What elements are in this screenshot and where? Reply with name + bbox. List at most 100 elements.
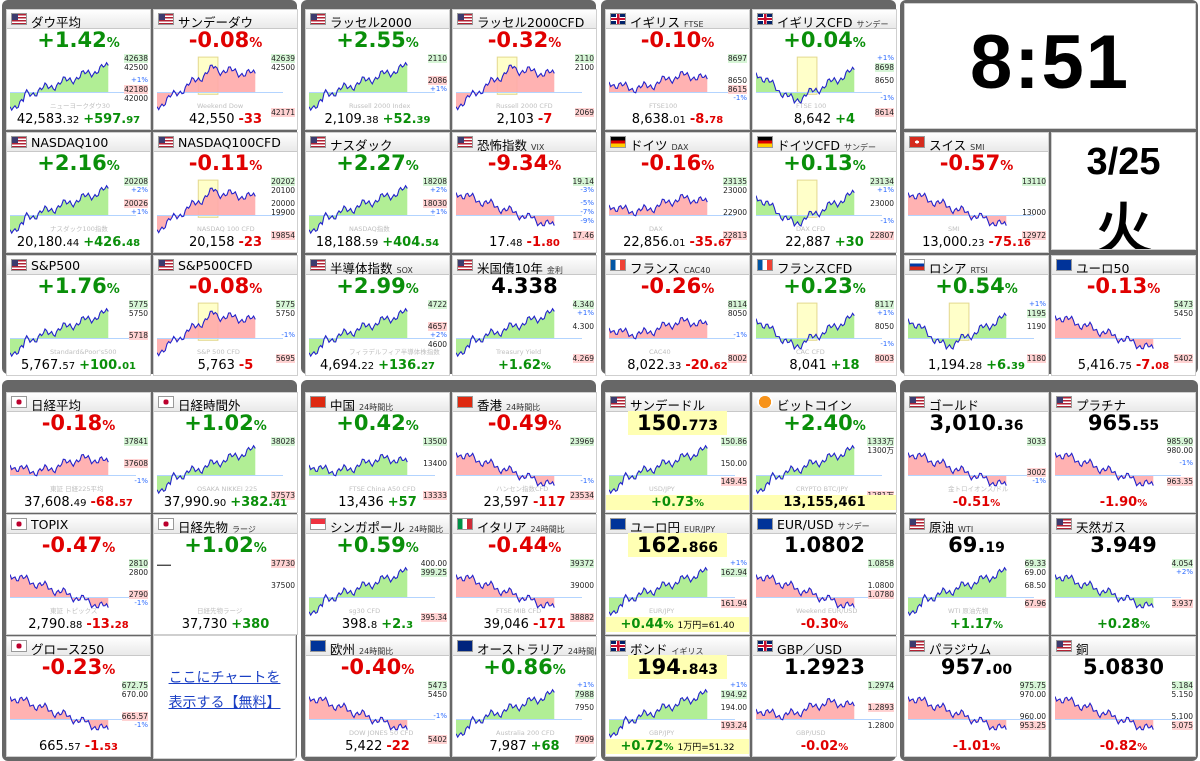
y-axis-label: 19.14 (572, 177, 594, 186)
tile-ロシア[interactable]: ロシア RTSI +0.54% +1% 1195 1190 1180 1,194.28 +6.3… (904, 255, 1049, 376)
y-axis-label: 194.92 (720, 690, 747, 699)
tile-パラジウム[interactable]: パラジウム 957.00 975.75 970.00 960.00 953.25 -1.01… (904, 636, 1049, 757)
tile-subtitle: イギリス (671, 647, 704, 656)
price-area (309, 62, 408, 111)
y-axis-label: 1.0800 (867, 581, 894, 590)
percent-unit: % (540, 361, 551, 372)
tile-スイス[interactable]: スイス SMI -0.57% SMI 13110 13000 12972 13,000.23-… (904, 132, 1049, 253)
flag-icon-jp (158, 396, 174, 408)
tile-フランス[interactable]: フランス CAC40 -0.26% CAC40 8114 8050 -1% 8002 8,022… (605, 255, 750, 376)
tile-半導体指数[interactable]: 半導体指数 SOX +2.99% フィラデルフィア半導体株指数 4722 4657 +2% 4… (305, 255, 450, 376)
tile-ゴールド[interactable]: ゴールド 3,010.36 金トロイオンス/ドル 3033 3002 -1% -0.51% (904, 392, 1049, 513)
percent-unit: % (701, 36, 715, 51)
price-integer: 665. (39, 739, 68, 754)
tile-イギリスCFD[interactable]: イギリスCFD サンデー +0.04% FTSE 100 +1% 8698 8650 -1% 8… (752, 9, 897, 130)
tile-サンデーダウ[interactable]: サンデーダウ -0.08% Weekend Dow 42639 42500 42171 42… (153, 9, 298, 130)
tile-ナスダック[interactable]: ナスダック +2.27% NASDAQ指数 18208 +2% 18030 +1% 18,18… (305, 132, 450, 253)
tile-subtitle: ラージ (232, 525, 256, 534)
y-axis-label: +1% (730, 681, 747, 689)
tile-TOPIX[interactable]: TOPIX -0.47% 東証 トピックス 2810 2800 2790 -1% 2,790.… (6, 514, 151, 635)
y-axis-label: +1% (877, 54, 894, 62)
tile-ドイツCFD[interactable]: ドイツCFD サンデー +0.13% DAX CFD 23134 +1% 23000 -1% 2… (752, 132, 897, 253)
chart-watermark: DOW JONES 50 CFD (349, 729, 414, 737)
y-axis-label: -1% (281, 331, 295, 339)
flag-icon-us (457, 259, 473, 271)
tile-S&P500CFD[interactable]: S&P500CFD -0.08% S&P 500 CFD 5775 5750 -1% 569… (153, 255, 298, 376)
tile-ラッセル2000[interactable]: ラッセル2000 +2.55% Russell 2000 Index 2110 2086… (305, 9, 450, 130)
tile-オーストラリア[interactable]: オーストラリア24時間比+0.86%Australia 200 CFD+1%79… (452, 636, 597, 757)
tile-name: NASDAQ100CFD (178, 135, 281, 150)
price-integer: 17. (489, 235, 510, 250)
chart-area: FTSE China A50 CFD (309, 437, 435, 499)
y-axis-low: 1180 (1026, 354, 1046, 363)
tile-name: ユーロ50 (1076, 261, 1130, 275)
tile-イギリス[interactable]: イギリス FTSE -0.10% FTSE100 8697 8650 8615 -1% 8,63… (605, 9, 750, 130)
tile-日経先物[interactable]: 日経先物 ラージ +1.02% 日経先物ラージ 37730 37500 37,730 +380 (153, 514, 298, 635)
percent-unit: % (548, 541, 562, 556)
chart-area: CRYPTO BTC/JPY (756, 437, 882, 499)
price-line (1055, 696, 1154, 731)
price-chart (309, 453, 435, 477)
tile-シンガポール[interactable]: シンガポール 24時間比 +0.59% sg30 CFD 400.00 399.25 395… (305, 514, 450, 635)
tile-ダウ平均[interactable]: ダウ平均 +1.42% ニューヨークダウ30 42638 42500 +1% 42180 42… (6, 9, 151, 130)
tile-EUR/USD[interactable]: EUR/USD サンデー 1.0802 Weekend EUR/USD 1.0858 1.… (752, 514, 897, 635)
y-axis-label: 22900 (723, 208, 747, 217)
tile-S&P500[interactable]: S&P500 +1.76% Standard&Poor's500 5775 5750 57… (6, 255, 151, 376)
chart-area: FTSE 100 (756, 54, 882, 116)
promo-line1[interactable]: ここにチャートを (168, 670, 281, 686)
diff-decimals: 39 (1011, 361, 1025, 372)
tile-フランスCFD[interactable]: フランスCFD +0.23% CAC CFD 8117 +1% 8050 -1% 8003 8,… (752, 255, 897, 376)
y-axis-label: 7950 (574, 703, 594, 712)
chart-watermark: GBP/JPY (649, 729, 675, 737)
chart-area (908, 300, 1034, 362)
tile-欧州[interactable]: 欧州 24時間比 -0.40% DOW JONES 50 CFD 5473 5450 -1%… (305, 636, 450, 757)
chart-area (1055, 681, 1181, 743)
tile-ビットコイン[interactable]: ビットコイン+2.40%CRYPTO BTC/JPY1333万1300万1281… (752, 392, 897, 513)
tile-恐怖指数[interactable]: 恐怖指数 VIX -9.34% 19.14 -3% -5% -7% -9% 17.46 17.48… (452, 132, 597, 253)
tile-銅[interactable]: 銅 5.0830 5.184 5.150 5.100 5.075 -0.82% (1051, 636, 1196, 757)
promo-line2[interactable]: 表示する【無料】 (168, 695, 281, 711)
price-decimals: 843 (688, 662, 719, 678)
y-axis-label: 672.75 (121, 681, 148, 690)
tile-天然ガス[interactable]: 天然ガス 3.949 4.054 +2% 3.937 +0.28% (1051, 514, 1196, 635)
chart-watermark: NASDAQ 100 CFD (197, 225, 255, 233)
tile-ドイツ[interactable]: ドイツ DAX -0.16% DAX 23135 23000 22900 22813 22,85… (605, 132, 750, 253)
price-line (1055, 315, 1154, 350)
tile-プラチナ[interactable]: プラチナ 965.55 985.90 980.00 -1% 963.35 -1.90% (1051, 392, 1196, 513)
change-percent: -0.08% (188, 274, 263, 298)
tile-グロース250[interactable]: グロース250 -0.23% 672.75 670.00 665.57 -1% 665.57… (6, 636, 151, 757)
tile-NASDAQ100CFD[interactable]: NASDAQ100CFD -0.11% NASDAQ 100 CFD 20202 201… (153, 132, 298, 253)
tile-ラッセル2000CFD[interactable]: ラッセル2000CFD -0.32% Russell 2000 CFD 2110 210… (452, 9, 597, 130)
tile-日経平均[interactable]: 日経平均 -0.18% 東証 日経225平均 37841 37608 -1% 37,608.… (6, 392, 151, 513)
tile-香港[interactable]: 香港 24時間比 -0.49% ハンセン指数CFD 23969 -1% 23534 23,59… (452, 392, 597, 513)
chart-area: ナスダック100指数 (10, 177, 136, 239)
bottom-values: 13,436 +57 (306, 495, 449, 510)
tile-NASDAQ100[interactable]: NASDAQ100 +2.16% ナスダック100指数 20208 +2% 20026 +1… (6, 132, 151, 253)
tile-ユーロ円[interactable]: ユーロ円 EUR/JPY 162.866 EUR/JPY +1% 162.94 161.94… (605, 514, 750, 635)
y-axis-label: 975.75 (1019, 681, 1046, 690)
flag-icon-us (158, 136, 174, 148)
tile-中国[interactable]: 中国 24時間比 +0.42% FTSE China A50 CFD 13500 1340… (305, 392, 450, 513)
price-chart (456, 574, 582, 609)
tile-米国債10年[interactable]: 米国債10年 金利 4.338 Treasury Yield 4.340 +1% 4.300… (452, 255, 597, 376)
tile-header: 銅 (1052, 637, 1195, 656)
price-line (609, 444, 708, 495)
promo-link[interactable]: ここにチャートを 表示する【無料】 (154, 666, 295, 716)
tile-日経時間外[interactable]: 日経時間外 +1.02% OSAKA NIKKEI 225 38028 37573 37,… (153, 392, 298, 513)
tile-ユーロ50[interactable]: ユーロ50 -0.13% 5473 5450 5402 5,416.75 -7.08 (1051, 255, 1196, 376)
tile-原油[interactable]: 原油 WTI 69.19 WTI 原油先物 69.33 69.00 68.50 67.96 +1… (904, 514, 1049, 635)
price-value: 5.0830 (1082, 655, 1165, 679)
tile-GBP／USD[interactable]: GBP／USD 1.2923 GBP/USD 1.2974 1.2893 1.2800 -0… (752, 636, 897, 757)
price-integer: 13,436 (338, 495, 384, 510)
percent-unit: % (1147, 282, 1161, 297)
tile-ボンド[interactable]: ボンド イギリス 194.843 GBP/JPY +1% 194.92 194.00 193.… (605, 636, 750, 757)
y-axis-label: -5% (580, 199, 594, 207)
tile-サンデードル[interactable]: サンデードル 150.773 USD/JPY 150.86 150.00 149.45 +0… (605, 392, 750, 513)
percent-unit: % (1139, 620, 1150, 631)
price-decimals: 44 (66, 238, 80, 249)
tile-イタリア[interactable]: イタリア 24時間比 -0.44% FTSE MIB CFD 39372 39000 388… (452, 514, 597, 635)
price-chart (609, 70, 735, 94)
tile-header: 原油 WTI (905, 515, 1048, 534)
change-percent: -0.57% (939, 151, 1014, 175)
promo-tile[interactable]: ここにチャートを 表示する【無料】 (153, 635, 296, 759)
